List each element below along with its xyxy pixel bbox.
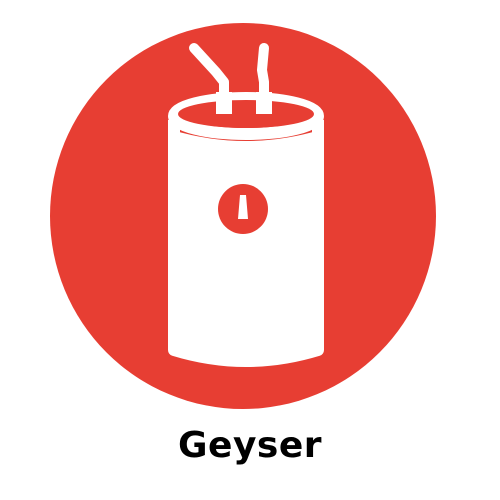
geyser-tank-fill (172, 130, 320, 363)
thermostat-dial-icon (218, 184, 268, 234)
geyser-tank-top (178, 100, 314, 128)
pipe-base-right (256, 92, 272, 114)
caption-label: Geyser (177, 425, 323, 466)
pipe-base-left (216, 92, 232, 114)
